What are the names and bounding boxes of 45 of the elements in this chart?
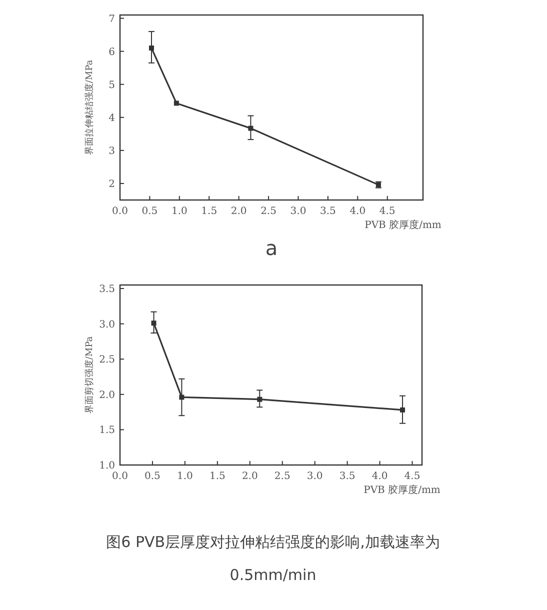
y-tick-label: 7 — [108, 14, 115, 25]
x-tick-label: 1.0 — [171, 206, 188, 217]
y-tick-label: 2.5 — [99, 354, 115, 366]
y-tick-label: 5 — [108, 80, 115, 91]
y-tick-label: 3.5 — [99, 284, 115, 296]
x-tick-label: 3.0 — [306, 471, 323, 482]
x-tick-label: 0.5 — [144, 471, 160, 482]
y-tick-label: 3 — [108, 146, 115, 157]
point — [179, 394, 184, 400]
y-tick-label: 2.0 — [99, 390, 115, 401]
x-tick-label: 4.0 — [372, 471, 388, 482]
point — [151, 320, 156, 326]
x-tick-label: 2.0 — [242, 471, 258, 482]
x-axis-title: PVB 胶厚度/mm — [364, 484, 441, 496]
y-axis-title: 界面拉伸粘结强度/MPa — [84, 59, 95, 156]
x-tick-label: 0.0 — [112, 206, 128, 217]
y-tick-label: 6 — [108, 46, 115, 58]
x-tick-label: 4.5 — [404, 471, 420, 482]
x-axis-title: PVB 胶厚度/mm — [364, 219, 442, 231]
x-tick-label: 0.5 — [142, 206, 158, 217]
point — [174, 100, 179, 106]
point — [248, 126, 254, 131]
y-axis-title: 界面剪切强度/MPa — [84, 336, 95, 414]
x-tick-label: 2.0 — [230, 206, 247, 217]
x-tick-label: 4.0 — [350, 206, 366, 217]
x-tick-label: 1.5 — [201, 206, 218, 217]
y-tick-label: 1.5 — [99, 425, 115, 436]
x-tick-label: 2.5 — [260, 206, 276, 217]
x-tick-label: 1.5 — [209, 471, 226, 482]
x-tick-label: 4.5 — [379, 206, 396, 217]
y-tick-label: 4 — [108, 112, 115, 124]
point — [148, 46, 154, 51]
x-tick-label: 3.5 — [320, 206, 336, 217]
text: a — [265, 236, 278, 260]
x-tick-label: 2.5 — [274, 471, 290, 482]
point — [400, 407, 406, 412]
x-tick-label: 1.0 — [176, 471, 193, 482]
x-tick-label: 3.0 — [290, 206, 306, 217]
point — [257, 396, 262, 402]
x-tick-label: 0.0 — [112, 471, 128, 482]
y-tick-label: 3.0 — [99, 319, 115, 330]
y-tick-label: 2 — [108, 178, 115, 190]
caption: 图6 PVB层厚度对拉伸粘结强度的影响,加载速率为 0.5mm/min — [106, 533, 440, 584]
y-tick-label: 1.0 — [99, 460, 115, 472]
x-tick-label: 3.5 — [339, 471, 356, 482]
